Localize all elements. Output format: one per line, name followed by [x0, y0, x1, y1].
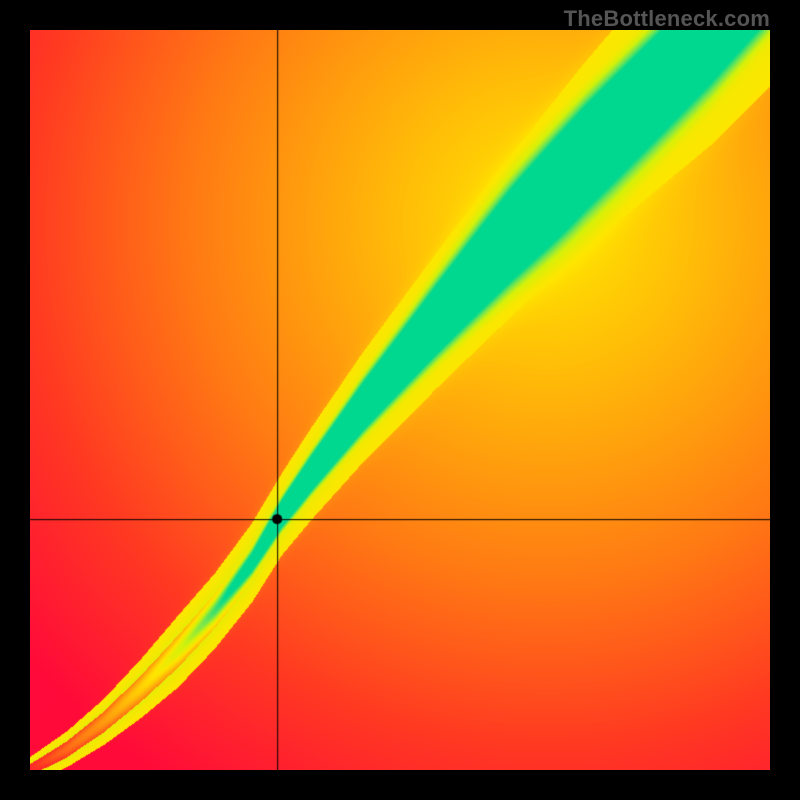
- watermark-text: TheBottleneck.com: [564, 6, 770, 32]
- bottleneck-heatmap: [30, 30, 770, 770]
- chart-container: TheBottleneck.com: [0, 0, 800, 800]
